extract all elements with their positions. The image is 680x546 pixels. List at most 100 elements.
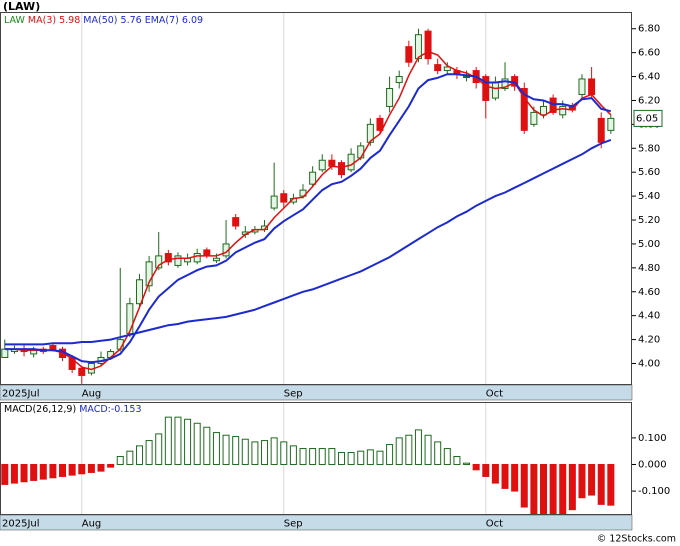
x-tick-label: Aug [82, 389, 102, 400]
candle-body [68, 357, 76, 370]
macd-bar [309, 448, 317, 465]
macd-bar [222, 434, 230, 465]
candle-body [443, 66, 451, 72]
x-tick-label: Aug [82, 519, 102, 530]
y-tick-label: 4.40 [638, 311, 660, 322]
candle-body [155, 255, 163, 269]
macd-bar [164, 416, 172, 465]
y-tick-label: 5.80 [638, 143, 660, 154]
legend-value: 5.76 [121, 15, 142, 26]
candle-body [376, 117, 384, 131]
candle-body [270, 195, 278, 209]
candle-body [203, 249, 211, 257]
y-tick-label: 6.40 [638, 72, 660, 83]
legend: MACD(26,12,9) MACD:-0.153 [4, 404, 142, 415]
y-tick-label: 6.20 [638, 95, 660, 106]
macd-bar [540, 463, 548, 515]
x-tick-label: Sep [284, 519, 303, 530]
macd-bar [212, 432, 220, 465]
legend-entry: EMA(7) [145, 15, 179, 26]
macd-bar [116, 456, 124, 465]
macd-bar [337, 452, 345, 465]
candle-body [434, 64, 442, 72]
macd-bar [289, 445, 297, 465]
plot [1, 28, 615, 384]
x-tick-label: Sep [284, 389, 303, 400]
candle-body [193, 252, 201, 263]
panel-border [0, 12, 632, 385]
date-band [0, 384, 633, 401]
ma-line [4, 138, 612, 346]
y-tick-label: 5.00 [638, 239, 660, 250]
macd-bar [97, 463, 105, 472]
candle-body [337, 162, 345, 176]
y-tick-label: 4.60 [638, 287, 660, 298]
macd-bar [20, 463, 28, 483]
candle-body [491, 82, 499, 99]
candle-body [463, 76, 471, 79]
y-tick-label: 6.80 [638, 24, 660, 35]
candle-body [597, 117, 605, 143]
candle-body [482, 76, 490, 101]
candle-body [280, 193, 288, 203]
macd-bar [443, 448, 451, 465]
macd-bar [30, 463, 38, 481]
candle-body [501, 78, 509, 90]
macd-bar [491, 463, 499, 484]
candle-body [395, 76, 403, 84]
candle-body [405, 46, 413, 63]
macd-bar [203, 426, 211, 465]
macd-bar [39, 463, 47, 480]
candle-body [424, 30, 432, 60]
price-label: 6.05 [636, 113, 658, 124]
legend-entry: MA(3) [28, 15, 56, 26]
legend: LAW MA(3) 5.98 MA(50) 5.76 EMA(7) 6.09 [4, 15, 203, 26]
legend-ticker: LAW [4, 15, 25, 26]
date-band [0, 514, 633, 531]
x-tick-label: Oct [486, 389, 503, 400]
macd-bar [49, 463, 57, 479]
macd-bar [549, 463, 557, 515]
candle-body [386, 88, 394, 107]
candle-body [328, 159, 336, 167]
macd-bar [434, 441, 442, 465]
y-tick-label: 4.00 [638, 358, 660, 369]
macd-bar [453, 456, 461, 465]
macd-bar [261, 440, 269, 465]
candle-body [49, 345, 57, 350]
macd-bar [59, 463, 67, 477]
macd-bar [578, 463, 586, 499]
ma-line [4, 50, 612, 371]
macd-bar [107, 463, 115, 468]
macd-bar [559, 463, 567, 515]
x-tick-label: 2025Jul [2, 519, 40, 530]
y-tick-label: 6.60 [638, 48, 660, 59]
macd-bar [270, 437, 278, 465]
macd-bar [463, 462, 471, 465]
macd-bar [386, 444, 394, 465]
candle-body [520, 88, 528, 131]
price-label-box [633, 109, 663, 127]
macd-bar [530, 463, 538, 515]
macd-bar [357, 450, 365, 465]
macd-bar [145, 440, 153, 465]
credit: © 12Stocks.com [597, 534, 676, 545]
candle-body [174, 255, 182, 266]
macd-bar [68, 463, 76, 476]
legend-value: 5.98 [59, 15, 80, 26]
chart-title: (LAW) [3, 0, 40, 13]
macd-bar [232, 436, 240, 465]
macd-bar [424, 434, 432, 465]
x-tick-label: 2025Jul [2, 389, 40, 400]
macd-bar [395, 437, 403, 465]
macd-bar [1, 463, 9, 485]
y-tick-label: 5.20 [638, 215, 660, 226]
candle-body [530, 111, 538, 125]
macd-bar [135, 445, 143, 465]
plot [1, 416, 615, 515]
macd-bar [347, 452, 355, 465]
candle-body [549, 97, 557, 113]
macd-bar [193, 422, 201, 465]
candle-body [318, 159, 326, 171]
candle-body [559, 105, 567, 116]
